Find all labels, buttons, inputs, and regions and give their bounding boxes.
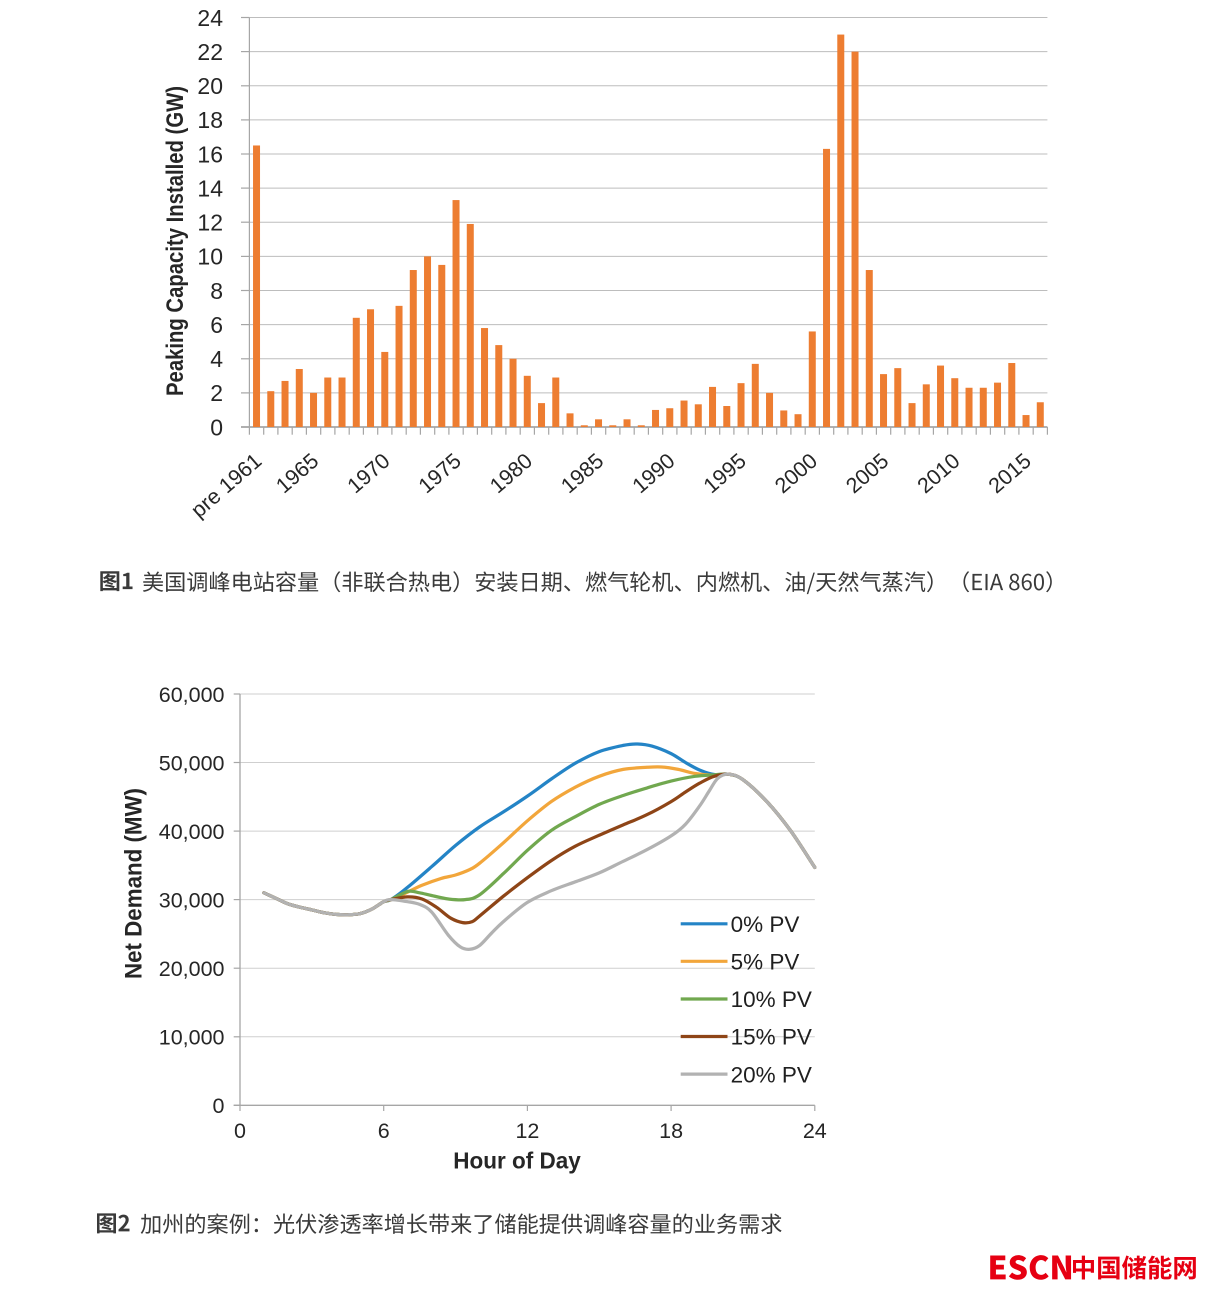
svg-text:60,000: 60,000 [159,683,225,707]
svg-text:Hour of Day: Hour of Day [453,1148,581,1174]
svg-text:2: 2 [210,380,223,406]
svg-text:24: 24 [197,5,223,31]
svg-text:1965: 1965 [271,449,323,499]
svg-text:Net Demand (MW): Net Demand (MW) [121,788,148,979]
svg-text:6: 6 [378,1119,390,1143]
svg-text:24: 24 [803,1119,827,1143]
svg-text:18: 18 [659,1119,683,1143]
svg-text:10% PV: 10% PV [731,987,812,1012]
svg-text:1975: 1975 [414,449,466,499]
svg-text:0: 0 [213,1094,225,1118]
svg-text:5% PV: 5% PV [731,950,800,975]
svg-text:12: 12 [197,210,223,236]
svg-text:1970: 1970 [343,449,395,499]
svg-text:pre 1961: pre 1961 [186,449,266,523]
svg-text:20,000: 20,000 [159,957,225,981]
svg-text:0: 0 [210,414,223,440]
svg-text:2000: 2000 [770,449,822,499]
svg-text:8: 8 [210,278,223,304]
svg-text:50,000: 50,000 [159,751,225,775]
svg-text:2005: 2005 [841,449,893,499]
svg-text:6: 6 [210,312,223,338]
svg-text:1985: 1985 [556,449,608,499]
svg-text:4: 4 [210,346,223,372]
svg-text:2010: 2010 [913,449,965,499]
svg-text:15% PV: 15% PV [731,1025,812,1050]
svg-text:22: 22 [197,39,223,65]
svg-text:30,000: 30,000 [159,888,225,912]
svg-text:40,000: 40,000 [159,820,225,844]
svg-text:Peaking Capacity Installed (GW: Peaking Capacity Installed (GW) [162,86,189,396]
svg-text:2015: 2015 [984,449,1036,499]
svg-text:16: 16 [197,141,223,167]
svg-text:1995: 1995 [699,449,751,499]
svg-text:14: 14 [197,175,223,201]
svg-text:1980: 1980 [485,449,537,499]
svg-text:0% PV: 0% PV [731,912,800,937]
svg-text:20: 20 [197,73,223,99]
svg-text:1990: 1990 [628,449,680,499]
svg-text:18: 18 [197,107,223,133]
svg-text:12: 12 [515,1119,539,1143]
svg-text:20% PV: 20% PV [731,1062,812,1087]
svg-text:0: 0 [234,1119,246,1143]
svg-text:10,000: 10,000 [159,1026,225,1050]
svg-text:10: 10 [197,244,223,270]
